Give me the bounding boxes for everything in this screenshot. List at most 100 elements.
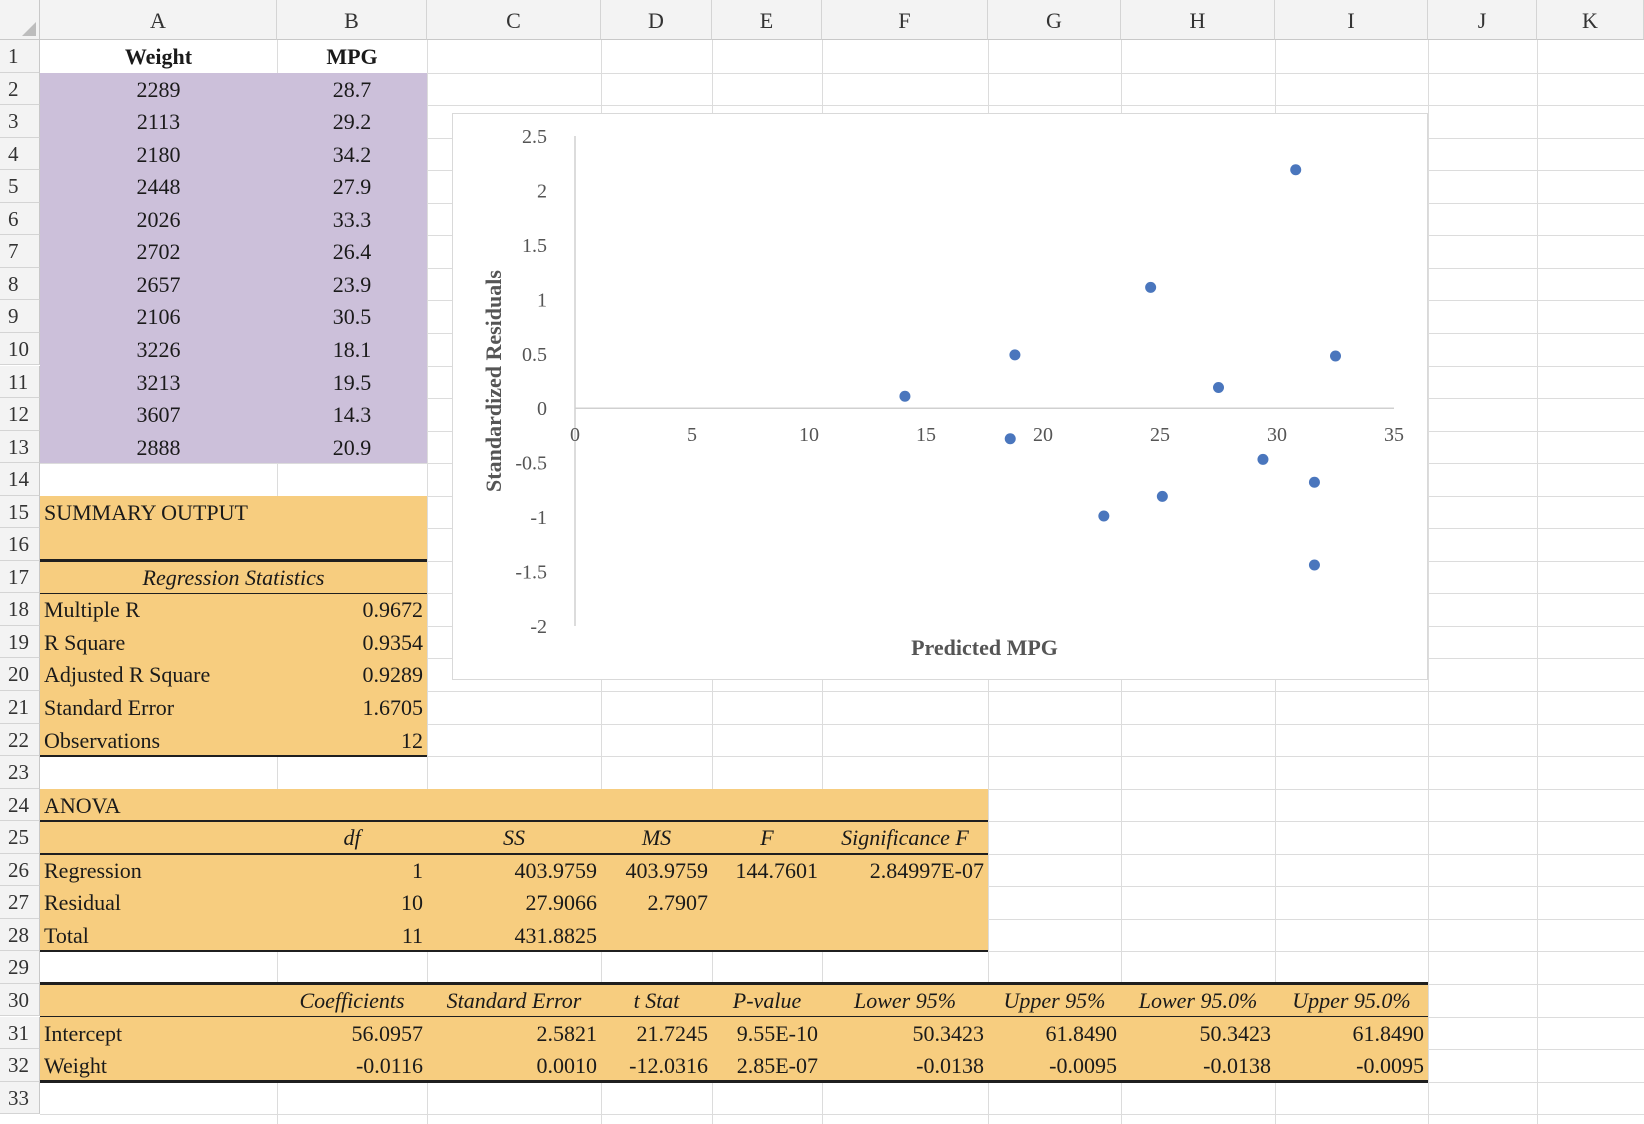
- summary-output-title: SUMMARY OUTPUT: [44, 499, 248, 525]
- row-header-22[interactable]: 22: [0, 723, 40, 757]
- grid-hline: [40, 72, 1644, 74]
- row-header-10[interactable]: 10: [0, 332, 40, 366]
- row-header-12[interactable]: 12: [0, 398, 40, 431]
- summary-header-border: [40, 592, 427, 595]
- anova-fill: [40, 788, 988, 952]
- coef-value: 21.7245: [636, 1020, 709, 1046]
- row-header-31[interactable]: 31: [0, 1016, 40, 1050]
- weight-cell: 2657: [136, 271, 181, 297]
- column-header-k[interactable]: K: [1537, 0, 1644, 40]
- anova-value: [712, 886, 822, 919]
- coef-top-border: [40, 982, 1428, 986]
- coefficients-fill: [40, 983, 1428, 1082]
- weight-cell: 2888: [136, 434, 181, 460]
- coef-value: 2.85E-07: [736, 1053, 818, 1079]
- x-tick-label: 15: [916, 424, 936, 446]
- coef-value: -0.0138: [1203, 1053, 1271, 1079]
- anova-value: [601, 919, 712, 952]
- row-header-21[interactable]: 21: [0, 691, 40, 724]
- row-header-17[interactable]: 17: [0, 560, 40, 594]
- anova-value: 403.9759: [514, 857, 598, 883]
- stat-label: Multiple R: [44, 597, 140, 623]
- row-header-7[interactable]: 7: [0, 235, 40, 268]
- coef-value: -12.0316: [629, 1053, 708, 1079]
- row-header-29[interactable]: 29: [0, 951, 40, 984]
- anova-value: 1: [412, 857, 423, 883]
- grid-hline: [40, 723, 1644, 725]
- row-header-27[interactable]: 27: [0, 886, 40, 919]
- mpg-cell: 23.9: [332, 271, 372, 297]
- anova-bottom-border: [40, 950, 988, 953]
- header-weight: Weight: [124, 44, 193, 69]
- x-tick-label: 35: [1384, 424, 1404, 446]
- row-header-20[interactable]: 20: [0, 658, 40, 691]
- row-header-33[interactable]: 33: [0, 1081, 40, 1115]
- column-header-g[interactable]: G: [988, 0, 1121, 40]
- row-header-18[interactable]: 18: [0, 593, 40, 626]
- row-header-2[interactable]: 2: [0, 72, 40, 106]
- row-header-6[interactable]: 6: [0, 202, 40, 236]
- column-header-j[interactable]: J: [1428, 0, 1537, 40]
- coef-value: -0.0095: [1049, 1053, 1117, 1079]
- grid-vline: [427, 40, 428, 1124]
- residual-scatter-chart[interactable]: 2.5 2 1.5 1 0.5 0 -0.5 -1 -1.5 -2 0 5 10 15 20 25 30 35 Pr…: [452, 113, 1428, 680]
- row-header-8[interactable]: 8: [0, 267, 40, 301]
- stat-value: 1.6705: [362, 695, 424, 720]
- row-header-4[interactable]: 4: [0, 137, 40, 171]
- row-header-25[interactable]: 25: [0, 821, 40, 854]
- anova-header: F: [760, 825, 774, 851]
- anova-value: 11: [401, 922, 423, 948]
- column-header-e[interactable]: E: [712, 0, 822, 40]
- row-header-1[interactable]: 1: [0, 40, 40, 73]
- row-header-5[interactable]: 5: [0, 170, 40, 203]
- coef-value: 2.5821: [536, 1020, 598, 1046]
- regression-statistics-header: Regression Statistics: [142, 564, 325, 590]
- mpg-cell: 27.9: [332, 174, 372, 200]
- y-tick-label: -1: [530, 507, 547, 529]
- row-header-24[interactable]: 24: [0, 788, 40, 822]
- stat-value: 0.9289: [362, 662, 424, 688]
- coef-header: Upper 95%: [1003, 987, 1106, 1013]
- y-tick-label: 0: [537, 398, 547, 420]
- stat-value: 0.9354: [362, 629, 424, 655]
- row-header-3[interactable]: 3: [0, 105, 40, 138]
- row-header-19[interactable]: 19: [0, 625, 40, 659]
- stat-label: R Square: [44, 629, 126, 655]
- row-header-30[interactable]: 30: [0, 983, 40, 1017]
- column-header-f[interactable]: F: [822, 0, 988, 40]
- column-header-a[interactable]: A: [40, 0, 277, 40]
- column-header-c[interactable]: C: [427, 0, 601, 40]
- coef-header-border: [40, 1015, 1428, 1018]
- row-header-26[interactable]: 26: [0, 853, 40, 887]
- select-all-corner[interactable]: [0, 0, 40, 40]
- weight-cell: 2106: [136, 304, 181, 330]
- row-header-32[interactable]: 32: [0, 1049, 40, 1082]
- row-header-16[interactable]: 16: [0, 528, 40, 561]
- row-header-23[interactable]: 23: [0, 756, 40, 789]
- column-header-b[interactable]: B: [277, 0, 427, 40]
- mpg-cell: 29.2: [332, 109, 372, 135]
- column-header-d[interactable]: D: [601, 0, 712, 40]
- y-tick-label: -1.5: [515, 562, 547, 584]
- row-header-13[interactable]: 13: [0, 430, 40, 464]
- row-header-15[interactable]: 15: [0, 495, 40, 529]
- row-header-14[interactable]: 14: [0, 463, 40, 496]
- anova-top-border: [40, 820, 988, 823]
- column-header-i[interactable]: I: [1275, 0, 1428, 40]
- anova-value: [712, 919, 822, 952]
- mpg-cell: 33.3: [332, 206, 372, 232]
- y-tick-label: 0.5: [522, 344, 547, 366]
- row-header-9[interactable]: 9: [0, 300, 40, 333]
- y-tick-label: -0.5: [515, 453, 547, 475]
- anova-value: 144.7601: [735, 857, 819, 883]
- coef-header: Standard Error: [446, 987, 582, 1013]
- anova-row-label: Residual: [44, 890, 121, 916]
- row-header-28[interactable]: 28: [0, 918, 40, 952]
- row-header-11[interactable]: 11: [0, 365, 40, 399]
- coef-header: P-value: [732, 987, 802, 1013]
- anova-value: 10: [401, 890, 423, 916]
- anova-header: SS: [503, 825, 525, 851]
- anova-row-label: Regression: [44, 857, 142, 883]
- column-header-h[interactable]: H: [1121, 0, 1275, 40]
